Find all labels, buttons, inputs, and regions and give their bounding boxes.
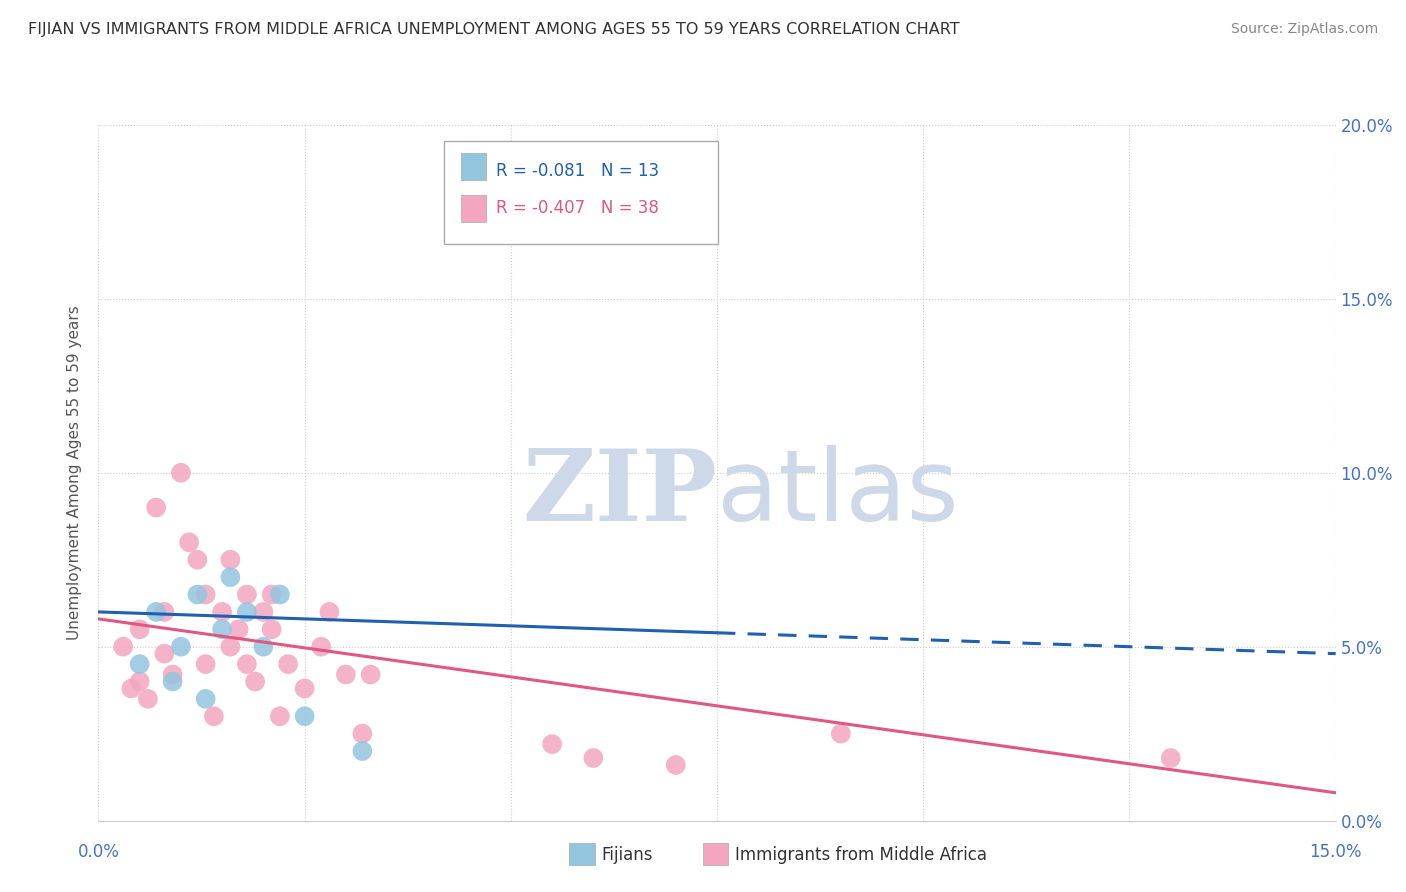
Point — [582, 751, 605, 765]
Point — [153, 647, 176, 661]
Text: Immigrants from Middle Africa: Immigrants from Middle Africa — [735, 846, 987, 863]
Point — [236, 587, 259, 601]
Point — [269, 709, 291, 723]
Point — [162, 674, 184, 689]
Point — [335, 667, 357, 681]
Text: Fijians: Fijians — [602, 846, 654, 863]
Point — [112, 640, 135, 654]
Text: FIJIAN VS IMMIGRANTS FROM MIDDLE AFRICA UNEMPLOYMENT AMONG AGES 55 TO 59 YEARS C: FIJIAN VS IMMIGRANTS FROM MIDDLE AFRICA … — [28, 22, 960, 37]
Point — [269, 587, 291, 601]
Point — [211, 605, 233, 619]
Point — [318, 605, 340, 619]
Point — [219, 640, 242, 654]
Point — [1160, 751, 1182, 765]
Point — [352, 726, 374, 740]
Point — [211, 623, 233, 637]
Point — [360, 667, 382, 681]
Text: R = -0.081   N = 13: R = -0.081 N = 13 — [496, 161, 659, 180]
Point — [830, 726, 852, 740]
Point — [194, 692, 217, 706]
Point — [309, 640, 332, 654]
Point — [541, 737, 564, 751]
Point — [128, 623, 150, 637]
Text: atlas: atlas — [717, 445, 959, 542]
Point — [352, 744, 374, 758]
Point — [128, 657, 150, 671]
Point — [260, 623, 283, 637]
Point — [179, 535, 201, 549]
Y-axis label: Unemployment Among Ages 55 to 59 years: Unemployment Among Ages 55 to 59 years — [67, 305, 83, 640]
Point — [294, 709, 316, 723]
Point — [194, 587, 217, 601]
Point — [162, 667, 184, 681]
Point — [145, 500, 167, 515]
Text: R = -0.407   N = 38: R = -0.407 N = 38 — [496, 199, 659, 218]
Point — [219, 570, 242, 584]
Point — [186, 552, 208, 567]
Point — [153, 605, 176, 619]
Point — [277, 657, 299, 671]
Point — [219, 552, 242, 567]
Text: 15.0%: 15.0% — [1309, 843, 1362, 861]
Point — [236, 657, 259, 671]
Point — [194, 657, 217, 671]
Point — [136, 692, 159, 706]
Text: 0.0%: 0.0% — [77, 843, 120, 861]
Point — [260, 587, 283, 601]
Text: Source: ZipAtlas.com: Source: ZipAtlas.com — [1230, 22, 1378, 37]
Text: ZIP: ZIP — [522, 445, 717, 542]
Point — [252, 640, 274, 654]
Point — [243, 674, 266, 689]
Point — [170, 466, 193, 480]
Point — [665, 758, 688, 772]
Point — [252, 605, 274, 619]
Point — [202, 709, 225, 723]
Point — [128, 674, 150, 689]
Point — [294, 681, 316, 696]
Point — [236, 605, 259, 619]
Point — [145, 605, 167, 619]
Point — [186, 587, 208, 601]
Point — [228, 623, 250, 637]
Point — [170, 640, 193, 654]
Point — [120, 681, 142, 696]
